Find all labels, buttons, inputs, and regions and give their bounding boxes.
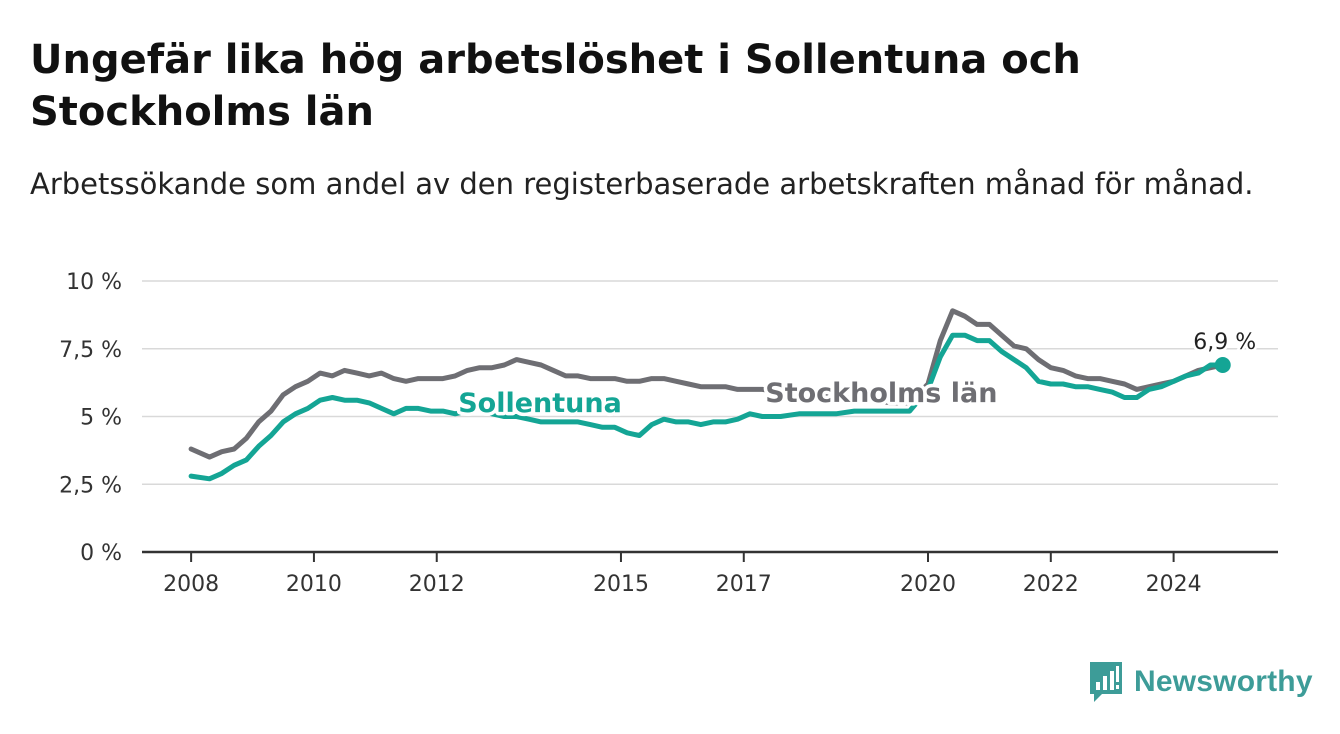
x-tick-label: 2012	[409, 572, 465, 597]
y-tick-label: 7,5 %	[59, 338, 122, 363]
x-tick-label: 2022	[1023, 572, 1079, 597]
y-tick-label: 10 %	[66, 270, 122, 295]
series-label-stockholms-lan: Stockholms län	[765, 378, 997, 409]
x-tick-label: 2020	[900, 572, 956, 597]
y-tick-label: 0 %	[80, 541, 122, 566]
series-line-sollentuna	[188, 332, 1226, 482]
x-tick-label: 2015	[593, 572, 649, 597]
end-point-marker	[1214, 357, 1231, 374]
chart-subtitle: Arbetssökande som andel av den registerb…	[30, 167, 1254, 201]
y-tick-label: 2,5 %	[59, 473, 122, 498]
end-value-label: 6,9 %	[1193, 330, 1256, 355]
x-tick-label: 2024	[1146, 572, 1202, 597]
series-label-sollentuna: Sollentuna	[458, 388, 622, 419]
chart-title: Ungefär lika hög arbetslöshet i Sollentu…	[30, 37, 1081, 135]
brand-name: Newsworthy	[1134, 665, 1313, 698]
series-line-stockholms-lan	[188, 308, 1226, 460]
newsworthy-brand: Newsworthy	[1088, 660, 1313, 704]
line-chart: 0 % 2,5 % 5 % 7,5 % 10 % 2008 2010 2012 2015 2017…	[59, 270, 1278, 597]
y-tick-label: 5 %	[80, 406, 122, 431]
x-tick-label: 2008	[163, 572, 219, 597]
x-tick-label: 2017	[716, 572, 772, 597]
bar-chart-speech-bubble-icon	[1090, 662, 1122, 702]
x-tick-label: 2010	[286, 572, 342, 597]
